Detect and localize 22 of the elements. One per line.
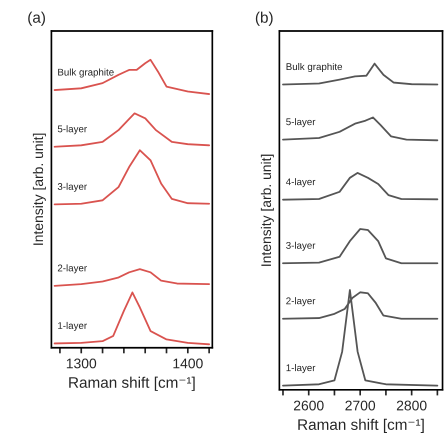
x-axis-title: Raman shift [cm⁻¹] [69,376,195,391]
y-axis-title: Intensity [arb. unit] [260,154,274,266]
x-tick-label: 1400 [173,358,203,368]
series-label: Bulk graphite [58,68,114,78]
series-label: 4-layer [286,178,316,188]
series-label: 2-layer [58,264,87,274]
series-label: 2-layer [286,297,316,306]
y-axis-title: Intensity [arb. unit] [32,134,46,245]
series-label: 1-layer [58,322,87,331]
x-tick-label: 1300 [66,358,96,368]
series-label: Bulk graphite [286,62,342,72]
x-tick-label: 2800 [396,400,427,410]
x-tick-label: 2600 [294,400,324,410]
x-axis-title: Raman shift [cm⁻¹] [298,418,424,433]
chart-title: (b) [256,12,273,26]
series-label: 3-layer [58,182,87,192]
chart-title: (a) [28,12,45,26]
series-label: 5-layer [286,118,316,128]
series-label: 5-layer [58,125,87,134]
series-label: 3-layer [286,242,316,251]
series-label: 1-layer [286,364,316,374]
x-tick-label: 2700 [345,400,376,410]
